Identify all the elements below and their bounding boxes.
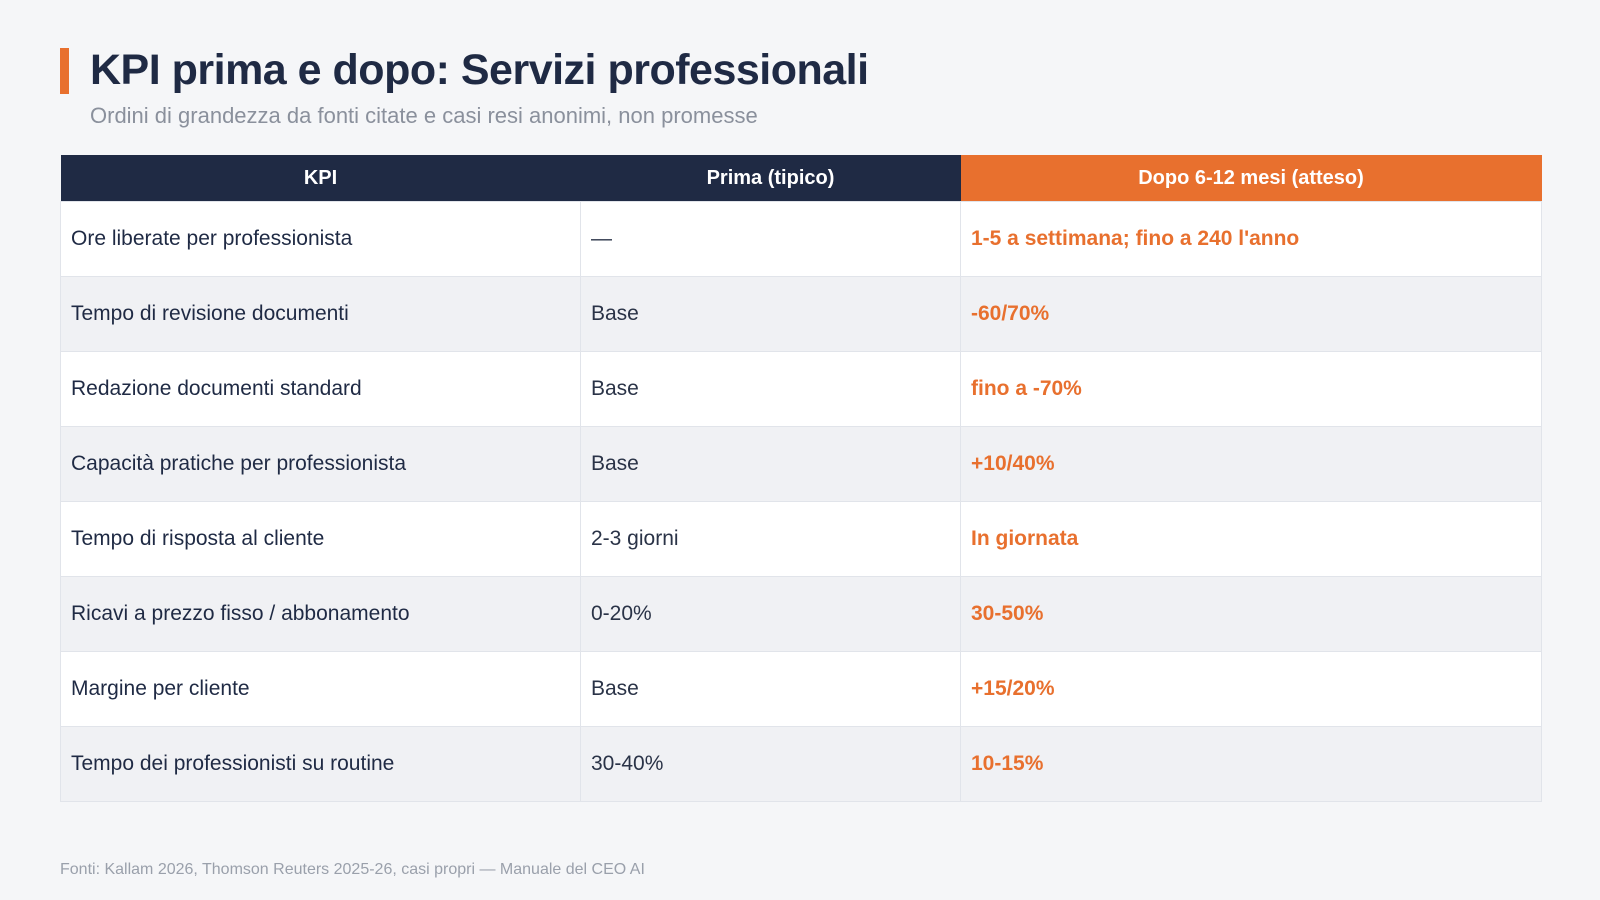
page-subtitle: Ordini di grandezza da fonti citate e ca…	[90, 103, 758, 128]
page-title: KPI prima e dopo: Servizi professionali	[90, 46, 869, 94]
column-header-after: Dopo 6-12 mesi (atteso)	[960, 155, 1542, 202]
table-row: Tempo di risposta al cliente 2-3 giorni …	[60, 501, 1542, 577]
sources-footnote: Fonti: Kallam 2026, Thomson Reuters 2025…	[60, 861, 645, 878]
kpi-cell: Margine per cliente	[60, 651, 581, 727]
table-row: Redazione documenti standard Base fino a…	[60, 351, 1542, 427]
table-header: KPI Prima (tipico) Dopo 6-12 mesi (attes…	[60, 155, 1542, 202]
table-body: Ore liberate per professionista — 1-5 a …	[60, 201, 1542, 802]
before-cell: Base	[580, 351, 961, 427]
before-cell: Base	[580, 276, 961, 352]
after-cell: fino a -70%	[960, 351, 1542, 427]
table-row: Capacità pratiche per professionista Bas…	[60, 426, 1542, 502]
before-cell: 0-20%	[580, 576, 961, 652]
kpi-cell: Tempo di risposta al cliente	[60, 501, 581, 577]
kpi-cell: Tempo dei professionisti su routine	[60, 726, 581, 802]
after-cell: In giornata	[960, 501, 1542, 577]
before-cell: 30-40%	[580, 726, 961, 802]
kpi-table: KPI Prima (tipico) Dopo 6-12 mesi (attes…	[60, 155, 1542, 802]
before-cell: —	[580, 201, 961, 277]
table-row: Tempo di revisione documenti Base -60/70…	[60, 276, 1542, 352]
kpi-cell: Ore liberate per professionista	[60, 201, 581, 277]
kpi-cell: Capacità pratiche per professionista	[60, 426, 581, 502]
table-row: Margine per cliente Base +15/20%	[60, 651, 1542, 727]
kpi-cell: Ricavi a prezzo fisso / abbonamento	[60, 576, 581, 652]
after-cell: -60/70%	[960, 276, 1542, 352]
table-row: Ore liberate per professionista — 1-5 a …	[60, 201, 1542, 277]
before-cell: 2-3 giorni	[580, 501, 961, 577]
kpi-cell: Tempo di revisione documenti	[60, 276, 581, 352]
kpi-cell: Redazione documenti standard	[60, 351, 581, 427]
after-cell: +15/20%	[960, 651, 1542, 727]
column-header-kpi: KPI	[60, 155, 581, 202]
after-cell: +10/40%	[960, 426, 1542, 502]
table-row: Ricavi a prezzo fisso / abbonamento 0-20…	[60, 576, 1542, 652]
title-accent-bar	[60, 48, 69, 94]
table-row: Tempo dei professionisti su routine 30-4…	[60, 726, 1542, 802]
before-cell: Base	[580, 651, 961, 727]
before-cell: Base	[580, 426, 961, 502]
after-cell: 1-5 a settimana; fino a 240 l'anno	[960, 201, 1542, 277]
header-row: KPI Prima (tipico) Dopo 6-12 mesi (attes…	[60, 155, 1542, 202]
after-cell: 10-15%	[960, 726, 1542, 802]
after-cell: 30-50%	[960, 576, 1542, 652]
column-header-before: Prima (tipico)	[580, 155, 961, 202]
